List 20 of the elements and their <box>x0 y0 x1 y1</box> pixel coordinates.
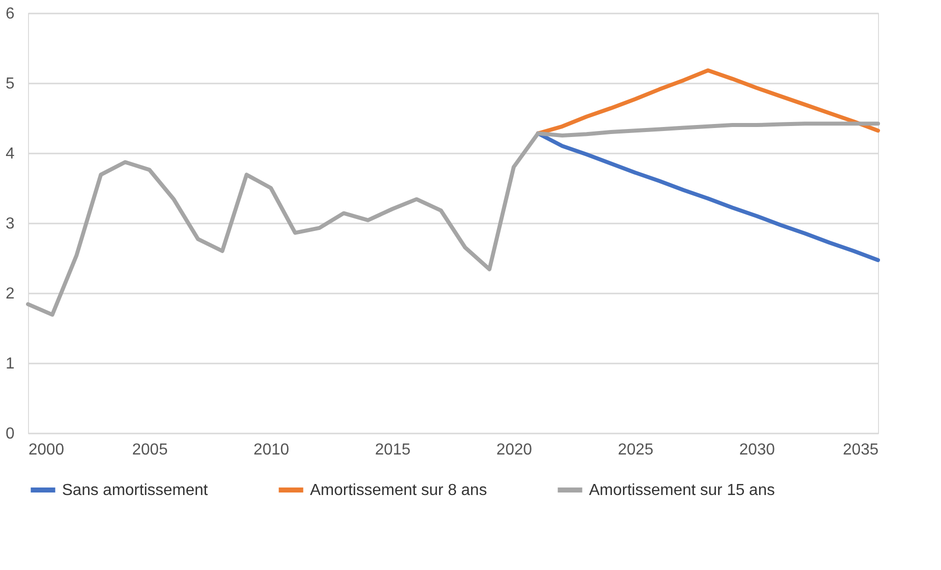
y-tick-label: 5 <box>6 76 15 92</box>
line-series <box>536 68 880 136</box>
legend-label: Amortissement sur 8 ans <box>310 482 487 499</box>
legend-label: Sans amortissement <box>62 482 208 499</box>
x-tick-label: 2000 <box>28 442 64 458</box>
legend-label: Amortissement sur 15 ans <box>589 482 775 499</box>
x-tick-label: 2035 <box>842 442 879 458</box>
x-tick-label: 2025 <box>618 442 654 458</box>
y-tick-label: 6 <box>6 6 15 22</box>
y-tick-label: 4 <box>6 146 15 162</box>
x-tick-label: 2005 <box>132 442 168 458</box>
y-tick-label: 0 <box>6 426 15 442</box>
x-tick-label: 2030 <box>739 442 775 458</box>
line-series <box>26 122 880 317</box>
x-tick-label: 2020 <box>496 442 532 458</box>
y-tick-label: 3 <box>6 216 15 232</box>
y-tick-label: 1 <box>6 356 15 372</box>
x-tick-label: 2010 <box>254 442 290 458</box>
y-tick-label: 2 <box>6 286 15 302</box>
x-tick-label: 2015 <box>374 442 411 458</box>
